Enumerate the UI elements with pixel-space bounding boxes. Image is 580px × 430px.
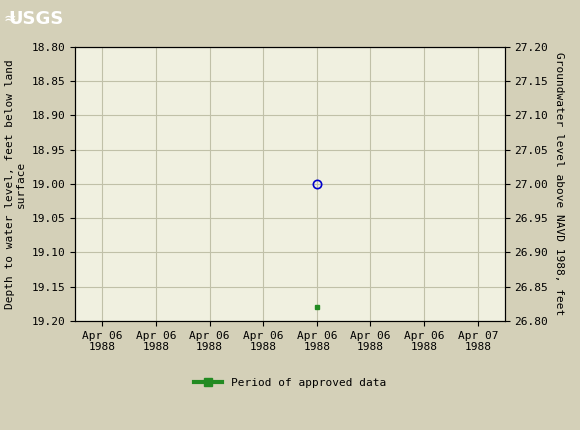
Text: ≈: ≈ — [3, 11, 16, 26]
Y-axis label: Depth to water level, feet below land
surface: Depth to water level, feet below land su… — [5, 59, 26, 309]
Text: USGS: USGS — [9, 10, 64, 28]
Text: USGS 311157091433501 Av-5083Z: USGS 311157091433501 Av-5083Z — [145, 50, 435, 68]
Y-axis label: Groundwater level above NAVD 1988, feet: Groundwater level above NAVD 1988, feet — [554, 52, 564, 316]
Legend: Period of approved data: Period of approved data — [190, 373, 390, 392]
